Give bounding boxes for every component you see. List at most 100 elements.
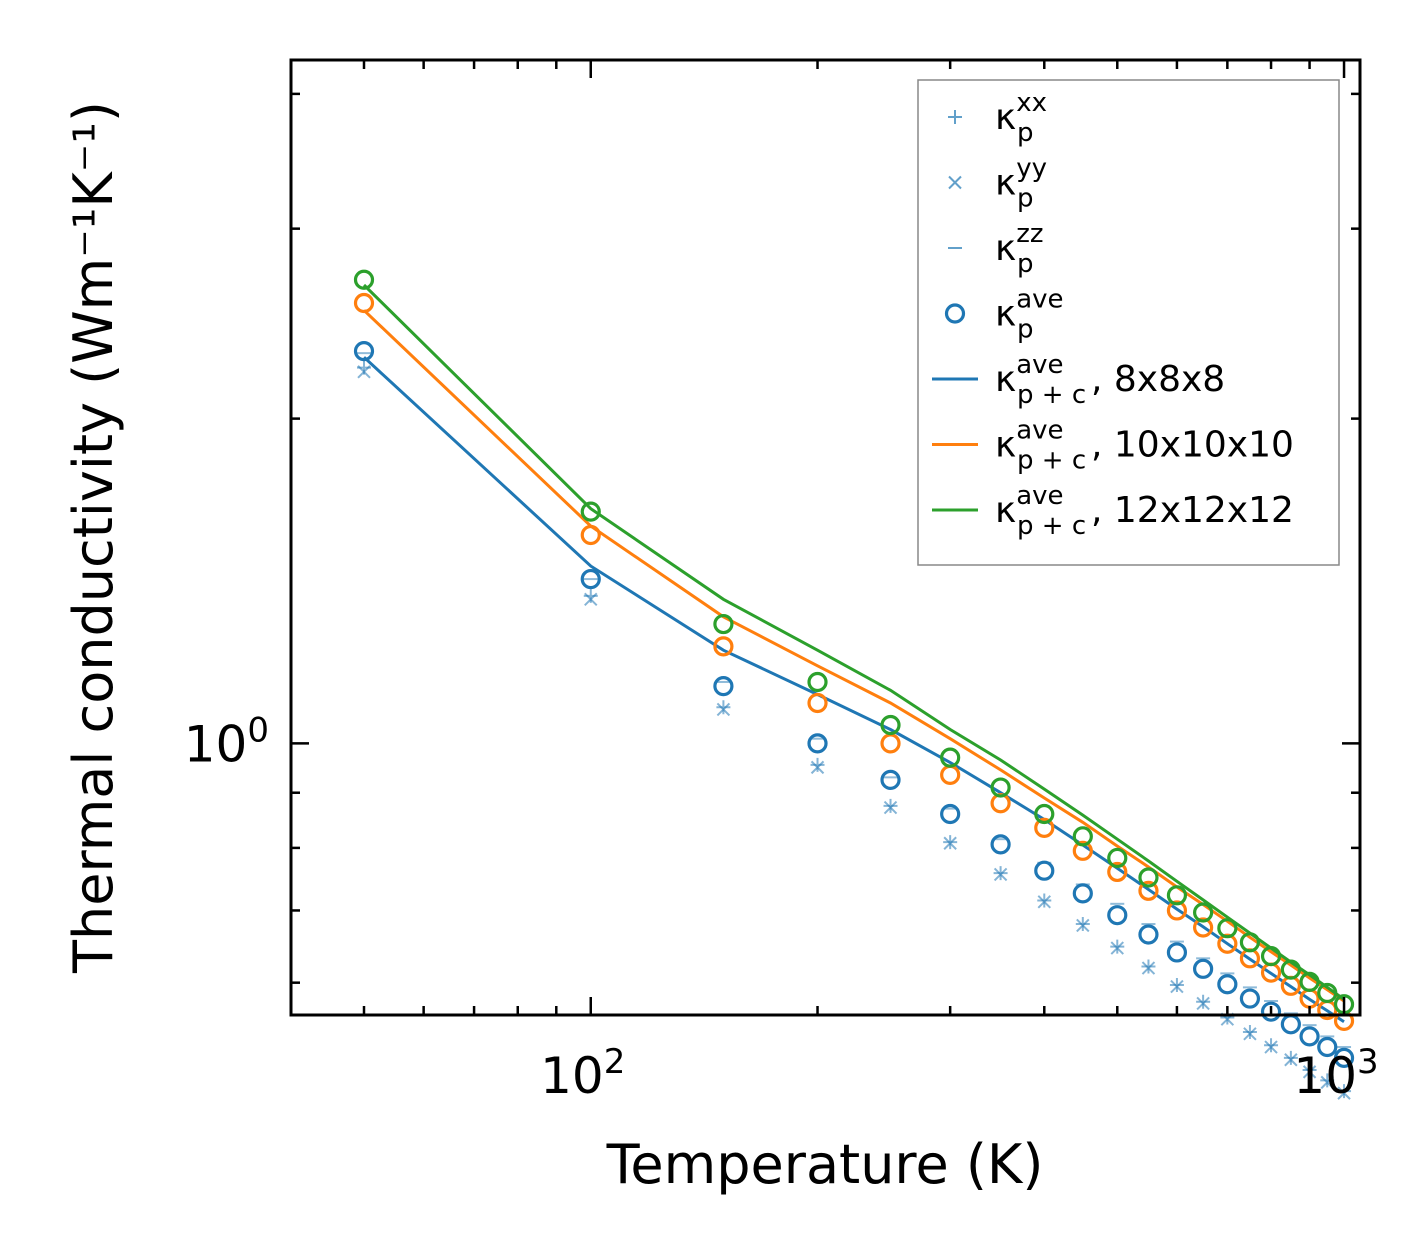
data-point xyxy=(1166,900,1188,921)
data-point xyxy=(580,568,601,590)
data-point xyxy=(1239,988,1261,1009)
data-point xyxy=(1110,939,1125,954)
data-point xyxy=(1034,817,1055,838)
data-point xyxy=(1170,979,1184,994)
legend-label: κave p + c, 8x8x8 xyxy=(995,350,1225,410)
data-point xyxy=(1217,918,1238,939)
legend-frame xyxy=(917,79,1340,566)
data-point xyxy=(880,714,901,736)
data-point xyxy=(1072,840,1093,861)
data-point xyxy=(1284,1053,1298,1067)
legend-entry: κave p + c, 12x12x12 xyxy=(932,481,1294,541)
data-point xyxy=(990,834,1011,855)
legend-label: κave p + c, 12x12x12 xyxy=(995,481,1294,541)
data-point xyxy=(713,636,734,657)
data-point xyxy=(1333,1047,1355,1068)
data-point xyxy=(1317,982,1338,1004)
data-point xyxy=(1260,1001,1282,1022)
legend-entry: κyy p xyxy=(948,154,1047,214)
legend-label: κxx p xyxy=(995,88,1047,148)
data-point xyxy=(1317,1036,1338,1058)
data-point xyxy=(1302,1065,1317,1079)
data-point xyxy=(1264,1038,1279,1053)
data-point xyxy=(1196,994,1211,1009)
data-point xyxy=(940,803,961,825)
plot-frame xyxy=(289,58,1362,1017)
x-tick-label: 103 xyxy=(1293,1042,1378,1105)
data-point xyxy=(1138,867,1159,888)
data-point xyxy=(1076,918,1090,933)
data-point xyxy=(716,702,731,717)
data-point xyxy=(1280,959,1301,980)
data-point xyxy=(1302,1062,1317,1077)
series-8 xyxy=(362,283,1345,1001)
data-point xyxy=(1037,895,1051,909)
data-point xyxy=(1141,961,1156,975)
data-point xyxy=(580,501,601,522)
data-point xyxy=(1320,1073,1335,1088)
data-point xyxy=(807,692,828,714)
data-point xyxy=(353,292,375,314)
y-axis-label: Thermal conductivity (Wm⁻¹K⁻¹) xyxy=(62,101,125,974)
data-point xyxy=(1196,996,1210,1011)
data-point xyxy=(1320,1075,1334,1090)
x-axis-label: Temperature (K) xyxy=(606,1133,1044,1196)
data-point xyxy=(357,365,371,379)
data-point xyxy=(880,769,901,790)
data-point xyxy=(1264,1040,1278,1054)
data-point xyxy=(990,777,1011,798)
legend-marker-swatch xyxy=(944,303,966,324)
data-point xyxy=(580,524,601,546)
data-point xyxy=(713,675,734,697)
legend-entry: κxx p xyxy=(948,88,1047,148)
data-point xyxy=(1193,902,1214,923)
data-point xyxy=(940,747,961,768)
data-point xyxy=(1107,905,1128,926)
data-point xyxy=(1239,932,1261,953)
data-point xyxy=(1138,880,1159,901)
legend-label: κyy p xyxy=(995,154,1047,214)
data-point xyxy=(1107,847,1128,869)
y-tick-label: 100 xyxy=(184,710,269,773)
legend-marker-swatch xyxy=(948,110,962,124)
data-point xyxy=(1243,1027,1257,1041)
data-point xyxy=(1169,978,1184,993)
data-point xyxy=(1193,958,1214,979)
data-point xyxy=(807,671,828,693)
data-point xyxy=(1166,885,1188,906)
data-point xyxy=(810,760,825,775)
data-point xyxy=(883,800,898,815)
data-point xyxy=(1242,1025,1257,1040)
data-point xyxy=(943,836,957,850)
data-point xyxy=(1193,917,1214,938)
series-5 xyxy=(353,269,1355,1015)
data-point xyxy=(1110,941,1124,955)
data-point xyxy=(807,733,828,754)
data-point xyxy=(810,757,825,772)
data-point xyxy=(1337,1084,1352,1099)
data-point xyxy=(1299,1026,1320,1047)
series-1 xyxy=(357,365,1351,1100)
axis-tick-labels: 102 103 100 xyxy=(184,710,1379,1105)
legend-marker-swatch xyxy=(948,175,962,190)
data-point xyxy=(1217,974,1238,995)
series-4 xyxy=(353,292,1355,1031)
data-point xyxy=(1337,1086,1351,1100)
series-6 xyxy=(362,356,1345,1023)
data-point xyxy=(993,867,1008,882)
series-line xyxy=(362,356,1345,1023)
data-point xyxy=(713,613,734,635)
data-point xyxy=(1141,959,1156,974)
data-point xyxy=(353,269,375,290)
data-point xyxy=(883,798,898,813)
legend-entry: κave p + c, 8x8x8 xyxy=(932,350,1225,410)
data-point xyxy=(1299,971,1320,992)
data-point xyxy=(353,341,375,362)
legend-entry: κave p xyxy=(944,285,1064,345)
legend-label: κave p xyxy=(995,285,1064,345)
data-point xyxy=(1107,861,1128,883)
data-point xyxy=(1034,803,1055,825)
data-point xyxy=(1034,860,1055,881)
